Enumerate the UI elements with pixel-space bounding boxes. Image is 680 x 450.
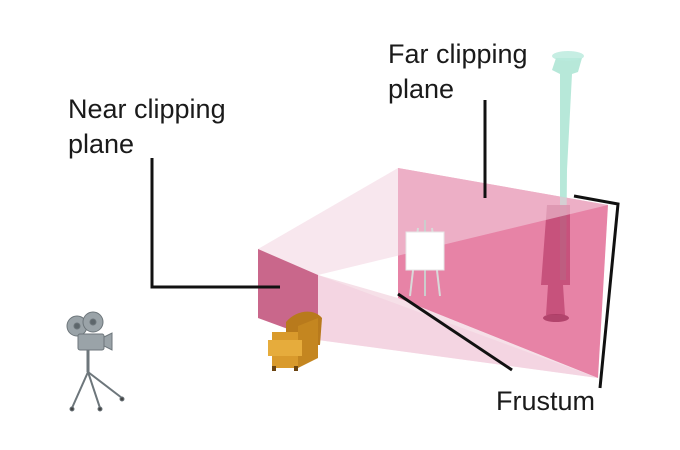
frustum-front-face	[318, 275, 598, 378]
near-plane-label-line1: Near clipping	[68, 94, 226, 124]
frustum-top-face	[258, 168, 608, 275]
frustum-label: Frustum	[496, 386, 595, 416]
column-icon	[541, 51, 584, 322]
near-plane-label-line2: plane	[68, 129, 134, 159]
frustum-bracket-bottom	[397, 292, 513, 372]
armchair-icon	[268, 311, 322, 371]
far-plane-label-line1: Far clipping	[388, 39, 528, 69]
easel-icon	[405, 220, 445, 297]
movie-camera-icon	[66, 311, 125, 412]
frustum-bracket-right	[573, 194, 620, 389]
far-plane-label-line2: plane	[388, 74, 454, 104]
near-plane-leader-line	[150, 158, 280, 289]
